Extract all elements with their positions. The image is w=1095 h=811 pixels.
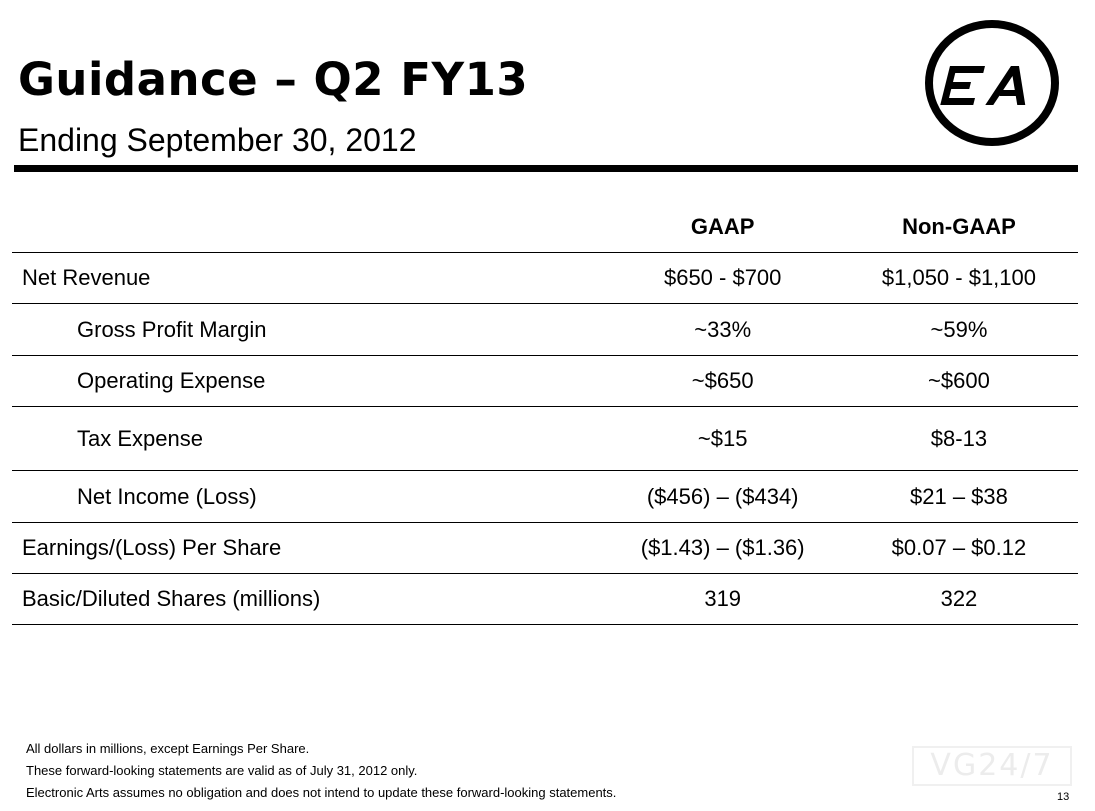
table-row: Tax Expense ~$15 $8-13 (12, 406, 1078, 471)
page-number: 13 (1057, 791, 1070, 803)
gaap-value: ($1.43) – ($1.36) (605, 522, 840, 574)
footnote: Electronic Arts assumes no obligation an… (26, 785, 617, 800)
row-label: Earnings/(Loss) Per Share (12, 522, 606, 574)
non-gaap-value: $8-13 (839, 406, 1078, 471)
guidance-table: GAAP Non-GAAP Net Revenue $650 - $700 $1… (12, 202, 1078, 625)
gaap-value: $650 - $700 (605, 252, 840, 304)
non-gaap-value: 322 (839, 573, 1078, 625)
row-label: Gross Profit Margin (12, 303, 606, 356)
table-row: Earnings/(Loss) Per Share ($1.43) – ($1.… (12, 522, 1078, 574)
table-row: Operating Expense ~$650 ~$600 (12, 355, 1078, 407)
table-row: Gross Profit Margin ~33% ~59% (12, 303, 1078, 356)
non-gaap-value: $21 – $38 (839, 470, 1078, 523)
gaap-value: ~$650 (605, 355, 840, 407)
title-divider (14, 165, 1078, 172)
non-gaap-value: ~59% (839, 303, 1078, 356)
slide-subtitle: Ending September 30, 2012 (18, 122, 417, 158)
table-row: Basic/Diluted Shares (millions) 319 322 (12, 573, 1078, 625)
non-gaap-value: ~$600 (839, 355, 1078, 407)
row-label: Basic/Diluted Shares (millions) (12, 573, 606, 625)
row-label: Net Revenue (12, 252, 606, 304)
table-row: Net Income (Loss) ($456) – ($434) $21 – … (12, 470, 1078, 523)
table-row: Net Revenue $650 - $700 $1,050 - $1,100 (12, 252, 1078, 304)
gaap-value: ($456) – ($434) (605, 470, 840, 523)
footnote: All dollars in millions, except Earnings… (26, 741, 310, 756)
header-non-gaap: Non-GAAP (839, 202, 1078, 253)
non-gaap-value: $1,050 - $1,100 (839, 252, 1078, 304)
ea-logo-icon (925, 20, 1059, 146)
footnotes: All dollars in millions, except Earnings… (26, 738, 616, 804)
row-label: Tax Expense (12, 406, 606, 471)
header-gaap: GAAP (605, 202, 840, 253)
gaap-value: ~33% (605, 303, 840, 356)
gaap-value: ~$15 (605, 406, 840, 471)
row-label: Net Income (Loss) (12, 470, 606, 523)
watermark: VG24/7 (912, 746, 1072, 786)
footnote: These forward-looking statements are val… (26, 763, 418, 778)
gaap-value: 319 (605, 573, 840, 625)
non-gaap-value: $0.07 – $0.12 (839, 522, 1078, 574)
table-header-row: GAAP Non-GAAP (12, 202, 1078, 253)
slide-title: Guidance – Q2 FY13 (18, 53, 529, 106)
header-label (12, 202, 606, 253)
row-label: Operating Expense (12, 355, 606, 407)
